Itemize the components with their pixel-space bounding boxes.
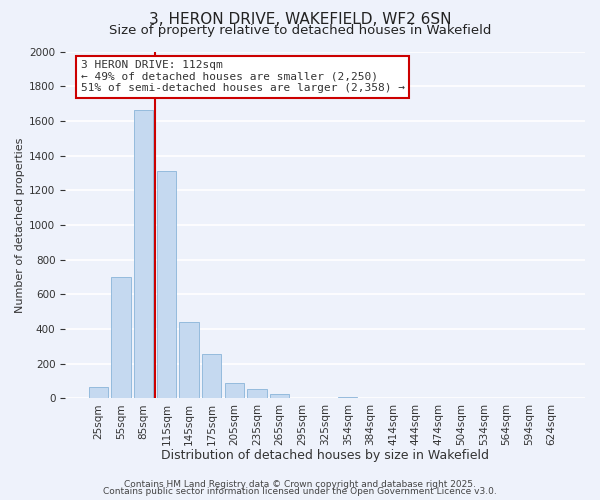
Bar	[179, 322, 199, 398]
Bar	[270, 394, 289, 398]
Bar	[247, 389, 267, 398]
Bar	[202, 354, 221, 399]
Bar	[338, 396, 358, 398]
Bar	[112, 277, 131, 398]
Bar	[134, 110, 154, 399]
Text: 3, HERON DRIVE, WAKEFIELD, WF2 6SN: 3, HERON DRIVE, WAKEFIELD, WF2 6SN	[149, 12, 451, 28]
Bar	[225, 382, 244, 398]
Text: Contains HM Land Registry data © Crown copyright and database right 2025.: Contains HM Land Registry data © Crown c…	[124, 480, 476, 489]
Bar	[157, 171, 176, 398]
Text: 3 HERON DRIVE: 112sqm
← 49% of detached houses are smaller (2,250)
51% of semi-d: 3 HERON DRIVE: 112sqm ← 49% of detached …	[81, 60, 405, 94]
Text: Contains public sector information licensed under the Open Government Licence v3: Contains public sector information licen…	[103, 487, 497, 496]
X-axis label: Distribution of detached houses by size in Wakefield: Distribution of detached houses by size …	[161, 450, 489, 462]
Y-axis label: Number of detached properties: Number of detached properties	[15, 137, 25, 312]
Text: Size of property relative to detached houses in Wakefield: Size of property relative to detached ho…	[109, 24, 491, 37]
Bar	[89, 387, 108, 398]
